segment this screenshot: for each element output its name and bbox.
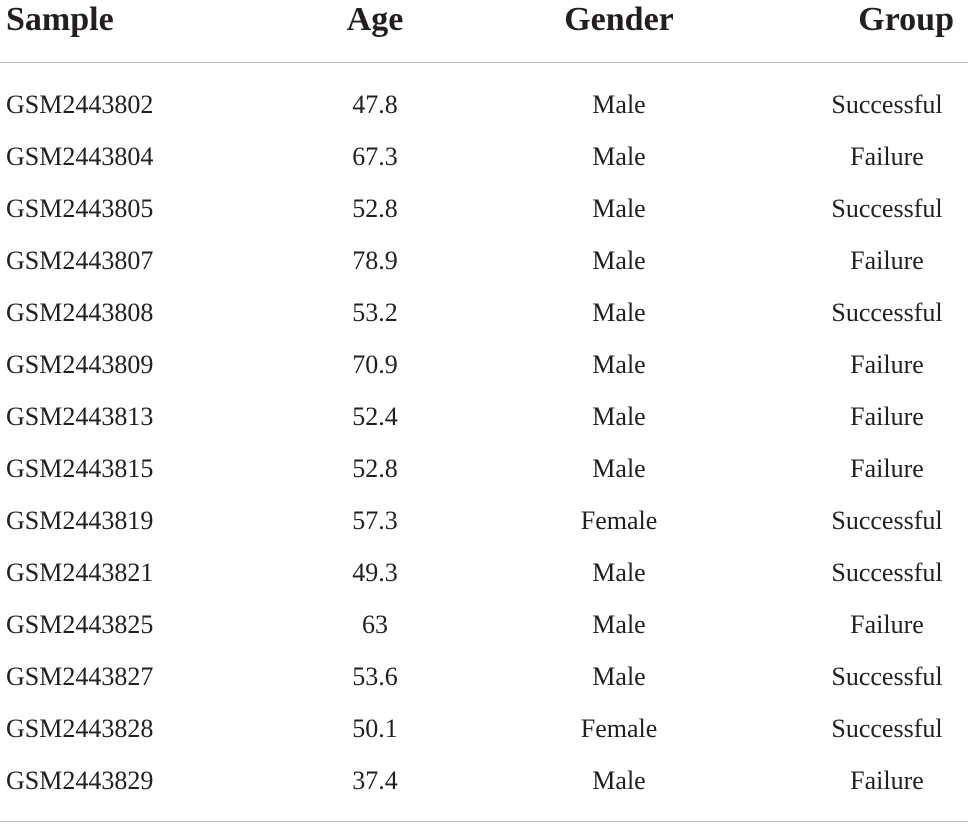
cell-age: 52.8 <box>352 194 398 223</box>
cell-sample: GSM2443821 <box>6 558 154 587</box>
cell-gender: Male <box>592 142 646 171</box>
header-gender: Gender <box>564 1 674 38</box>
header-divider <box>0 46 968 63</box>
cell-group: Successful <box>831 714 943 743</box>
cell-sample: GSM2443807 <box>6 246 154 275</box>
cell-gender: Male <box>592 298 646 327</box>
table-row: GSM2443807 78.9 Male Failure <box>0 235 968 287</box>
cell-sample: GSM2443805 <box>6 194 154 223</box>
cell-gender: Female <box>580 714 658 743</box>
cell-age: 78.9 <box>352 246 398 275</box>
cell-sample: GSM2443825 <box>6 610 154 639</box>
header-row: Sample Age Gender Group <box>0 0 968 46</box>
table-row: GSM2443813 52.4 Male Failure <box>0 391 968 443</box>
table-row: GSM2443809 70.9 Male Failure <box>0 339 968 391</box>
cell-group: Successful <box>831 298 943 327</box>
cell-gender: Male <box>592 662 646 691</box>
cell-group: Successful <box>831 558 943 587</box>
table-body: GSM2443802 47.8 Male Successful GSM24438… <box>0 79 968 807</box>
cell-group: Failure <box>850 142 924 171</box>
cell-sample: GSM2443828 <box>6 714 154 743</box>
cell-sample: GSM2443804 <box>6 142 154 171</box>
cell-gender: Male <box>592 610 646 639</box>
cell-group: Failure <box>850 350 924 379</box>
cell-group: Failure <box>850 246 924 275</box>
table-row: GSM2443821 49.3 Male Successful <box>0 547 968 599</box>
cell-sample: GSM2443813 <box>6 402 154 431</box>
cell-group: Successful <box>831 90 943 119</box>
cell-gender: Male <box>592 350 646 379</box>
table-row: GSM2443805 52.8 Male Successful <box>0 183 968 235</box>
cell-gender: Female <box>580 506 658 535</box>
cell-group: Failure <box>850 766 924 795</box>
cell-age: 50.1 <box>352 714 398 743</box>
sample-table: Sample Age Gender Group GSM2443802 47.8 … <box>0 0 968 807</box>
cell-sample: GSM2443829 <box>6 766 154 795</box>
cell-group: Successful <box>831 506 943 535</box>
cell-sample: GSM2443815 <box>6 454 154 483</box>
table-row: GSM2443829 37.4 Male Failure <box>0 755 968 807</box>
cell-sample: GSM2443808 <box>6 298 154 327</box>
cell-gender: Male <box>592 454 646 483</box>
header-age: Age <box>346 1 404 38</box>
cell-gender: Male <box>592 246 646 275</box>
cell-gender: Male <box>592 90 646 119</box>
cell-age: 52.4 <box>352 402 398 431</box>
cell-sample: GSM2443802 <box>6 90 154 119</box>
cell-age: 53.2 <box>352 298 398 327</box>
table-header: Sample Age Gender Group <box>0 0 968 79</box>
cell-group: Failure <box>850 402 924 431</box>
table-row: GSM2443804 67.3 Male Failure <box>0 131 968 183</box>
cell-age: 37.4 <box>352 766 398 795</box>
table-row: GSM2443802 47.8 Male Successful <box>0 79 968 131</box>
cell-group: Successful <box>831 662 943 691</box>
cell-age: 47.8 <box>352 90 398 119</box>
table-row: GSM2443827 53.6 Male Successful <box>0 651 968 703</box>
table-row: GSM2443815 52.8 Male Failure <box>0 443 968 495</box>
table-row: GSM2443819 57.3 Female Successful <box>0 495 968 547</box>
cell-gender: Male <box>592 558 646 587</box>
cell-age: 49.3 <box>352 558 398 587</box>
cell-gender: Male <box>592 402 646 431</box>
cell-sample: GSM2443819 <box>6 506 154 535</box>
cell-age: 57.3 <box>352 506 398 535</box>
header-group: Group <box>858 1 954 38</box>
cell-age: 53.6 <box>352 662 398 691</box>
cell-age: 70.9 <box>352 350 398 379</box>
cell-group: Failure <box>850 454 924 483</box>
table-row: GSM2443825 63 Male Failure <box>0 599 968 651</box>
cell-age: 63 <box>362 610 388 639</box>
header-spacer <box>0 63 968 80</box>
cell-gender: Male <box>592 766 646 795</box>
table-row: GSM2443828 50.1 Female Successful <box>0 703 968 755</box>
table-bottom-divider <box>0 821 968 822</box>
cell-gender: Male <box>592 194 646 223</box>
cell-sample: GSM2443827 <box>6 662 154 691</box>
cell-sample: GSM2443809 <box>6 350 154 379</box>
cell-age: 67.3 <box>352 142 398 171</box>
header-rule <box>0 46 968 63</box>
cell-group: Failure <box>850 610 924 639</box>
cell-group: Successful <box>831 194 943 223</box>
cell-age: 52.8 <box>352 454 398 483</box>
header-sample: Sample <box>6 1 114 38</box>
table-row: GSM2443808 53.2 Male Successful <box>0 287 968 339</box>
